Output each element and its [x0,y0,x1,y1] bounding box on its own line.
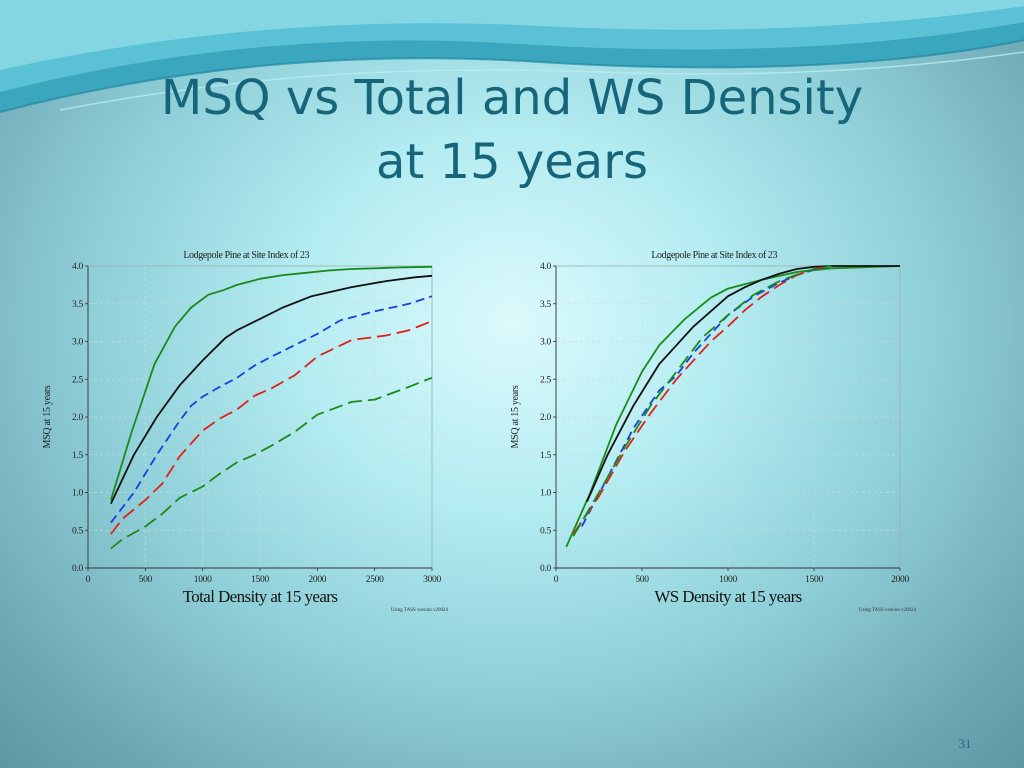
series-line-5 [110,376,433,550]
y-tick-label: 2.5 [540,375,552,385]
y-axis-label: MSQ at 15 years [510,385,521,448]
x-tick-label: 2500 [366,575,384,585]
y-tick-label: 2.5 [72,375,84,385]
slide-title-line-2: at 15 years [376,134,648,190]
chart-title: Lodgepole Pine at Site Index of 23 [651,250,777,261]
series-line-3 [581,265,832,527]
x-tick-label: 3000 [423,575,441,585]
x-tick-label: 1000 [719,575,737,585]
series-line-1 [565,265,901,548]
y-tick-label: 3.5 [72,300,84,310]
chart-msq-vs-total-density: 0.0 0.5 1.0 1.5 2.0 2.5 3.0 3.5 4.0 0 500 1000 1500 2… [30,244,450,629]
series-line-3 [110,295,433,524]
y-tick-label: 1.5 [540,451,552,461]
y-tick-label: 0.0 [72,564,84,574]
y-axis-label: MSQ at 15 years [42,385,53,448]
wave-header-decoration [0,0,1024,113]
y-tick-label: 3.0 [540,338,552,348]
chart-footnote: Using TASS version v20024 [391,608,449,613]
chart-title: Lodgepole Pine at Site Index of 23 [183,250,309,261]
chart-msq-vs-ws-density: 0.0 0.5 1.0 1.5 2.0 2.5 3.0 3.5 4.0 0 500 1000 1500 2… [498,244,918,629]
x-tick-label: 1500 [805,575,823,585]
y-tick-label: 3.0 [72,338,84,348]
series-line-4 [110,320,433,535]
y-tick-label: 2.0 [540,413,552,423]
x-tick-label: 1000 [194,575,212,585]
x-tick-label: 500 [139,575,153,585]
series-line-2 [110,274,433,505]
y-tick-label: 2.0 [72,413,84,423]
y-tick-label: 4.0 [72,262,84,272]
page-number: 31 [958,736,972,751]
slide-title-line-1: MSQ vs Total and WS Density [160,70,864,126]
y-tick-label: 3.5 [540,300,552,310]
x-tick-label: 0 [86,575,91,585]
x-tick-label: 0 [554,575,559,585]
y-tick-label: 0.0 [540,564,552,574]
series-line-1 [110,265,433,501]
x-axis-label: Total Density at 15 years [183,587,338,606]
x-tick-label: 2000 [891,575,909,585]
series-line-2 [586,265,900,502]
y-tick-label: 1.0 [72,489,84,499]
x-tick-label: 2000 [308,575,326,585]
series-line-4 [572,265,832,535]
x-axis-label: WS Density at 15 years [654,587,801,606]
chart-footnote: Using TASS version v20024 [859,608,917,613]
y-tick-label: 1.0 [540,489,552,499]
chart-svg: 0.0 0.5 1.0 1.5 2.0 2.5 3.0 3.5 4.0 0 500 1000 1500 2… [42,250,449,613]
y-tick-label: 4.0 [540,262,552,272]
x-tick-label: 1500 [251,575,269,585]
y-tick-label: 0.5 [72,526,84,536]
y-tick-label: 0.5 [540,526,552,536]
y-tick-label: 1.5 [72,451,84,461]
slide-title: MSQ vs Total and WS Density at 15 years [0,66,1024,194]
series-line-5 [572,265,832,537]
chart-svg: 0.0 0.5 1.0 1.5 2.0 2.5 3.0 3.5 4.0 0 500 1000 1500 2… [510,250,917,613]
x-tick-label: 500 [635,575,649,585]
